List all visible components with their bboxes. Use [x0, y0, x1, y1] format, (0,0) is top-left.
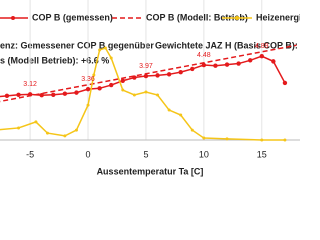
- data-point: [86, 103, 90, 107]
- data-point: [62, 91, 68, 96]
- data-point: [282, 80, 288, 86]
- data-point: [259, 54, 264, 59]
- data-point: [4, 93, 10, 99]
- chart: enz: Gemessener COP B gegenüber s (Model…: [0, 0, 300, 176]
- annotation: enz: Gemessener COP B gegenüber: [0, 40, 154, 50]
- data-point: [190, 128, 194, 132]
- data-point: [45, 131, 49, 135]
- annotation: Gewichtete JAZ H (Basis COP B): 3.68: [155, 40, 300, 50]
- data-point: [247, 58, 253, 63]
- data-point: [190, 66, 195, 72]
- data-point: [236, 61, 241, 66]
- data-point: [213, 63, 218, 68]
- series-line: [0, 44, 297, 103]
- data-point: [155, 73, 160, 78]
- legend-label: Heizenergie Qh: [256, 12, 300, 22]
- x-tick-label: -5: [26, 149, 34, 159]
- data-label: 3.36: [81, 76, 95, 83]
- data-label: 4.89: [255, 43, 269, 50]
- data-point: [283, 138, 287, 142]
- data-point: [166, 72, 172, 77]
- data-point: [156, 93, 160, 97]
- data-point: [108, 82, 114, 88]
- x-tick-label: 5: [143, 149, 148, 159]
- data-point: [17, 126, 21, 130]
- data-point: [143, 73, 149, 79]
- data-point: [260, 138, 264, 142]
- data-point: [132, 93, 136, 97]
- legend-marker: [11, 16, 15, 20]
- data-point: [120, 78, 125, 83]
- data-point: [97, 86, 102, 91]
- data-point: [109, 56, 113, 60]
- x-tick-label: 10: [199, 149, 209, 159]
- data-point: [202, 136, 206, 140]
- legend-label: COP B (gemessen): [32, 12, 113, 22]
- data-point: [144, 90, 148, 94]
- data-label: 3.97: [139, 63, 153, 70]
- legend-marker: [235, 16, 239, 20]
- data-point: [225, 137, 229, 141]
- data-label: 4.48: [197, 52, 211, 59]
- data-point: [92, 73, 96, 77]
- data-point: [167, 108, 171, 112]
- data-point: [51, 92, 56, 97]
- data-point: [224, 62, 230, 67]
- data-point: [178, 69, 183, 75]
- data-point: [34, 120, 38, 124]
- data-point: [201, 62, 207, 68]
- data-label: 3.12: [23, 81, 37, 88]
- data-point: [74, 128, 78, 132]
- x-axis-title: Aussentemperatur Ta [C]: [97, 166, 204, 176]
- data-point: [98, 48, 102, 52]
- annotation: s (Modell Betrieb): +6.6 %: [0, 55, 109, 65]
- data-point: [16, 92, 21, 97]
- data-point: [63, 134, 67, 138]
- legend-label: COP B (Modell: Betrieb): [146, 12, 248, 22]
- x-tick-label: 0: [86, 149, 91, 159]
- data-point: [103, 46, 107, 50]
- data-point: [39, 93, 44, 98]
- data-point: [121, 88, 125, 92]
- data-point: [271, 59, 276, 64]
- data-point: [85, 86, 91, 92]
- data-point: [74, 90, 79, 95]
- data-point: [179, 113, 183, 117]
- series-line: [0, 47, 285, 141]
- x-tick-label: 15: [257, 149, 267, 159]
